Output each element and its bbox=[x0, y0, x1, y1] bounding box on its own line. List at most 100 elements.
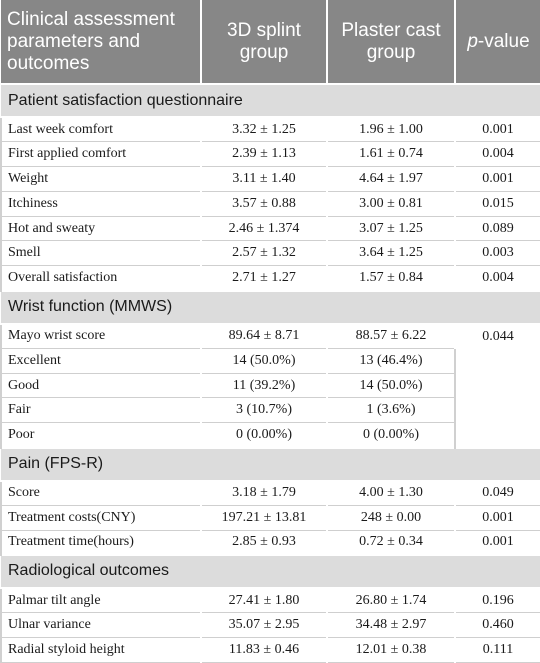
p-value: 0.089 bbox=[454, 215, 540, 242]
p-value: 0.015 bbox=[454, 190, 540, 217]
row-label: Fair bbox=[0, 397, 202, 424]
table-body: Patient satisfaction questionnaire Last w… bbox=[0, 83, 540, 663]
section-header: Patient satisfaction questionnaire bbox=[1, 83, 540, 118]
cast-value: 1.61 ± 0.74 bbox=[326, 141, 456, 168]
table-row: Ulnar variance 35.07 ± 2.95 34.48 ± 2.97 0.… bbox=[0, 612, 540, 639]
splint-value: 11.83 ± 0.46 bbox=[200, 637, 328, 663]
row-label: Mayo wrist score bbox=[0, 323, 202, 349]
row-label: Palmar tilt angle bbox=[0, 587, 202, 614]
splint-value: 2.46 ± 1.374 bbox=[200, 215, 328, 242]
cast-value: 12.01 ± 0.38 bbox=[326, 637, 456, 663]
splint-value: 27.41 ± 1.80 bbox=[200, 587, 328, 614]
splint-value: 3.18 ± 1.79 bbox=[200, 480, 328, 506]
row-label: Ulnar variance bbox=[0, 612, 202, 639]
cast-value: 4.64 ± 1.97 bbox=[326, 166, 456, 192]
header-row: Clinical assessment parameters and outco… bbox=[1, 0, 540, 85]
splint-value: 197.21 ± 13.81 bbox=[200, 504, 328, 531]
cast-value: 4.00 ± 1.30 bbox=[326, 480, 456, 506]
table-row: Radial styloid height 11.83 ± 0.46 12.01 ±… bbox=[0, 637, 540, 663]
table-row: Weight 3.11 ± 1.40 4.64 ± 1.97 0.001 bbox=[0, 166, 540, 192]
p-value: 0.049 bbox=[454, 480, 540, 506]
row-label: Smell bbox=[0, 240, 202, 267]
table-row: Poor 0 (0.00%) 0 (0.00%) bbox=[0, 422, 540, 449]
splint-value: 11 (39.2%) bbox=[200, 372, 328, 399]
table-row: Smell 2.57 ± 1.32 3.64 ± 1.25 0.003 bbox=[0, 240, 540, 267]
p-value: 0.111 bbox=[454, 637, 540, 663]
table-row: Hot and sweaty 2.46 ± 1.374 3.07 ± 1.25 0.0… bbox=[0, 215, 540, 242]
splint-value: 2.85 ± 0.93 bbox=[200, 529, 328, 556]
cast-value: 14 (50.0%) bbox=[326, 372, 456, 399]
section-title: Radiological outcomes bbox=[1, 553, 540, 589]
table-row: Palmar tilt angle 27.41 ± 1.80 26.80 ± 1.7… bbox=[0, 587, 540, 614]
row-label: Radial styloid height bbox=[0, 637, 202, 663]
cast-value: 3.64 ± 1.25 bbox=[326, 240, 456, 267]
p-value: 0.001 bbox=[454, 504, 540, 531]
section-header: Pain (FPS-R) bbox=[1, 446, 540, 482]
row-label: First applied comfort bbox=[0, 141, 202, 168]
row-label: Last week comfort bbox=[0, 116, 202, 143]
header-p-rest: -value bbox=[477, 30, 530, 52]
section-title: Patient satisfaction questionnaire bbox=[1, 83, 540, 118]
p-value: 0.044 bbox=[454, 323, 540, 449]
table-row: Excellent 14 (50.0%) 13 (46.4%) bbox=[0, 347, 540, 374]
table-row: Mayo wrist score 89.64 ± 8.71 88.57 ± 6.22… bbox=[0, 323, 540, 449]
cast-value: 0.72 ± 0.34 bbox=[326, 529, 456, 556]
p-value: 0.003 bbox=[454, 240, 540, 267]
p-value: 0.001 bbox=[454, 166, 540, 192]
p-value: 0.001 bbox=[454, 529, 540, 556]
table-row: Overall satisfaction 2.71 ± 1.27 1.57 ± 0.… bbox=[0, 265, 540, 292]
cast-value: 34.48 ± 2.97 bbox=[326, 612, 456, 639]
row-label: Excellent bbox=[0, 347, 202, 374]
p-value: 0.196 bbox=[454, 587, 540, 614]
row-label: Treatment costs(CNY) bbox=[0, 504, 202, 531]
p-value: 0.460 bbox=[454, 612, 540, 639]
section-header: Wrist function (MMWS) bbox=[1, 289, 540, 325]
cast-value: 0 (0.00%) bbox=[326, 422, 456, 449]
splint-value: 3.32 ± 1.25 bbox=[200, 116, 328, 143]
cast-value: 1.96 ± 1.00 bbox=[326, 116, 456, 143]
row-label: Hot and sweaty bbox=[0, 215, 202, 242]
splint-value: 2.57 ± 1.32 bbox=[200, 240, 328, 267]
header-p-italic: p bbox=[467, 30, 478, 52]
cast-value: 1.57 ± 0.84 bbox=[326, 265, 456, 292]
table-row: Score 3.18 ± 1.79 4.00 ± 1.30 0.049 bbox=[0, 480, 540, 506]
splint-value: 89.64 ± 8.71 bbox=[200, 323, 328, 349]
row-label: Score bbox=[0, 480, 202, 506]
splint-value: 14 (50.0%) bbox=[200, 347, 328, 374]
row-label: Overall satisfaction bbox=[0, 265, 202, 292]
p-value: 0.001 bbox=[454, 116, 540, 143]
cast-value: 1 (3.6%) bbox=[326, 397, 456, 424]
table-row: Itchiness 3.57 ± 0.88 3.00 ± 0.81 0.015 bbox=[0, 190, 540, 217]
cast-value: 248 ± 0.00 bbox=[326, 504, 456, 531]
cast-value: 26.80 ± 1.74 bbox=[326, 587, 456, 614]
table-row: Treatment costs(CNY) 197.21 ± 13.81 248 ± … bbox=[0, 504, 540, 531]
splint-value: 35.07 ± 2.95 bbox=[200, 612, 328, 639]
section-header: Radiological outcomes bbox=[1, 553, 540, 589]
header-plaster-cast: Plaster cast group bbox=[326, 0, 456, 85]
splint-value: 3.57 ± 0.88 bbox=[200, 190, 328, 217]
splint-value: 2.39 ± 1.13 bbox=[200, 141, 328, 168]
table-row: Good 11 (39.2%) 14 (50.0%) bbox=[0, 372, 540, 399]
cast-value: 3.00 ± 0.81 bbox=[326, 190, 456, 217]
splint-value: 0 (0.00%) bbox=[200, 422, 328, 449]
header-parameters: Clinical assessment parameters and outco… bbox=[1, 0, 202, 85]
p-value: 0.004 bbox=[454, 265, 540, 292]
header-p-value: p-value bbox=[454, 0, 540, 85]
cast-value: 3.07 ± 1.25 bbox=[326, 215, 456, 242]
table-row: First applied comfort 2.39 ± 1.13 1.61 ± 0… bbox=[0, 141, 540, 168]
splint-value: 3.11 ± 1.40 bbox=[200, 166, 328, 192]
splint-value: 2.71 ± 1.27 bbox=[200, 265, 328, 292]
cast-value: 88.57 ± 6.22 bbox=[326, 323, 456, 349]
row-label: Good bbox=[0, 372, 202, 399]
table-row: Last week comfort 3.32 ± 1.25 1.96 ± 1.00 0… bbox=[0, 116, 540, 143]
row-label: Itchiness bbox=[0, 190, 202, 217]
header-3d-splint: 3D splint group bbox=[200, 0, 328, 85]
row-label: Treatment time(hours) bbox=[0, 529, 202, 556]
row-label: Poor bbox=[0, 422, 202, 449]
row-label: Weight bbox=[0, 166, 202, 192]
section-title: Wrist function (MMWS) bbox=[1, 289, 540, 325]
table-row: Fair 3 (10.7%) 1 (3.6%) bbox=[0, 397, 540, 424]
p-value: 0.004 bbox=[454, 141, 540, 168]
splint-value: 3 (10.7%) bbox=[200, 397, 328, 424]
